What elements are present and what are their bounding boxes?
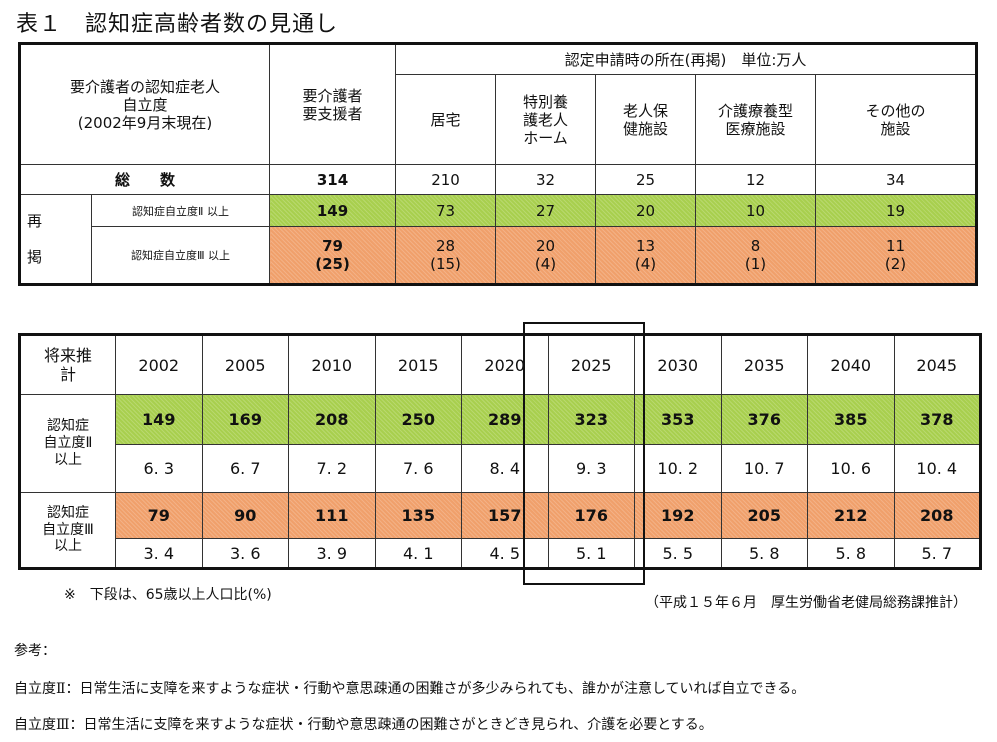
table-cell: 25 [595, 164, 697, 195]
table-cell: 149 [115, 394, 203, 445]
table-cell: 10. 6 [807, 444, 895, 493]
table-cell: 19 [815, 194, 978, 227]
table-cell: 27 [495, 194, 597, 227]
table-cell: 135 [374, 492, 462, 539]
table-cell: 10 [695, 194, 817, 227]
year-cell: 2002 [115, 334, 203, 395]
table-cell: 5. 5 [634, 538, 722, 569]
year-cell: 2045 [893, 334, 981, 395]
table-row: 再 掲 認知症自立度Ⅱ 以上 149 73 27 20 10 19 [19, 194, 978, 285]
table-cell: 210 [395, 164, 497, 195]
table-cell: 3. 9 [288, 538, 376, 569]
table-cell: 250 [374, 394, 462, 445]
table-cell: 208 [288, 394, 376, 445]
table-cell: 3. 4 [115, 538, 203, 569]
table-cell: 176 [547, 492, 635, 539]
footnote-ratio: ※ 下段は、65歳以上人口比(%) [64, 587, 272, 603]
year-cell: 2010 [288, 334, 376, 395]
header-group: 認定申請時の所在(再掲) 単位:万人 [395, 43, 978, 75]
subheader-home: 居宅 [395, 74, 497, 165]
year-cell: 2025 [547, 334, 635, 395]
table-cell: 212 [807, 492, 895, 539]
table-cell: 73 [395, 194, 497, 227]
table-row: 総 数 314 210 32 25 12 34 [18, 164, 978, 195]
table-cell: 208 [893, 492, 981, 539]
table-cell: 289 [461, 394, 549, 445]
table-row: 認知症自立度Ⅲ 以上 79 (25) 28 (15) 20 (4) 13 (4)… [20, 226, 978, 285]
table-row: 認知症 自立度Ⅲ 以上 79 90 111 135 157 176 192 20… [19, 492, 981, 569]
table-cell: 9. 3 [547, 444, 635, 493]
table-cell: 8. 4 [461, 444, 549, 493]
table-cell: 353 [634, 394, 722, 445]
table-cell: 10. 2 [634, 444, 722, 493]
source-note: （平成１５年６月 厚生労働省老健局総務課推計） [645, 595, 967, 611]
table-cell: 149 [269, 194, 397, 227]
subheader-medical-facility: 介護療養型 医療施設 [695, 74, 817, 165]
table-cell: 378 [893, 394, 981, 445]
header-left: 要介護者の認知症老人 自立度 (2002年9月末現在) [18, 43, 271, 165]
table-cell: 79 [115, 492, 203, 539]
table-cell: 28 (15) [395, 226, 497, 285]
row-label: 認知症自立度Ⅱ 以上 [90, 194, 271, 227]
group-label: 再 掲 [19, 194, 92, 285]
table-cell: 7. 2 [288, 444, 376, 493]
table-row: 将来推 計 2002 2005 2010 2015 2020 2025 2030… [19, 334, 981, 395]
table-cell: 376 [720, 394, 808, 445]
table-cell: 32 [495, 164, 597, 195]
year-cell: 2040 [807, 334, 895, 395]
year-cell: 2035 [720, 334, 808, 395]
table-row: 3. 4 3. 6 3. 9 4. 1 4. 5 5. 1 5. 5 5. 8 … [20, 538, 981, 569]
table-cell: 13 (4) [595, 226, 697, 285]
table-cell: 79 (25) [269, 226, 397, 285]
table-cell: 10. 4 [893, 444, 981, 493]
future-projection-table: 将来推 計 2002 2005 2010 2015 2020 2025 2030… [18, 333, 982, 570]
table-cell: 20 [595, 194, 697, 227]
table-cell: 5. 1 [547, 538, 635, 569]
subheader-health-facility: 老人保 健施設 [595, 74, 697, 165]
table-cell: 7. 6 [374, 444, 462, 493]
header-total: 要介護者 要支援者 [269, 43, 397, 165]
table-cell: 169 [201, 394, 289, 445]
table-cell: 20 (4) [495, 226, 597, 285]
table-cell: 6. 3 [115, 444, 203, 493]
year-cell: 2015 [374, 334, 462, 395]
projection-label: 将来推 計 [19, 334, 116, 395]
table-cell: 385 [807, 394, 895, 445]
table-row: 認知症 自立度Ⅱ 以上 149 169 208 250 289 323 353 … [19, 394, 981, 493]
year-cell: 2030 [634, 334, 722, 395]
table-cell: 3. 6 [201, 538, 289, 569]
table-cell: 4. 5 [461, 538, 549, 569]
table-cell: 12 [695, 164, 817, 195]
table-cell: 34 [815, 164, 978, 195]
table-cell: 4. 1 [374, 538, 462, 569]
total-label: 総 数 [18, 164, 271, 195]
row-label: 認知症 自立度Ⅲ 以上 [19, 492, 116, 569]
table-cell: 5. 8 [807, 538, 895, 569]
location-breakdown-table: 要介護者の認知症老人 自立度 (2002年9月末現在) 要介護者 要支援者 認定… [18, 42, 979, 286]
table-cell: 6. 7 [201, 444, 289, 493]
table-cell: 5. 7 [893, 538, 981, 569]
year-cell: 2020 [461, 334, 549, 395]
table-cell: 192 [634, 492, 722, 539]
table-cell: 323 [547, 394, 635, 445]
table-cell: 90 [201, 492, 289, 539]
year-cell: 2005 [201, 334, 289, 395]
table-cell: 10. 7 [720, 444, 808, 493]
page-title: 表１ 認知症高齢者数の見通し [16, 12, 339, 37]
reference-heading: 参考： [14, 643, 56, 659]
subheader-nursing-home: 特別養 護老人 ホーム [495, 74, 597, 165]
table-cell: 5. 8 [720, 538, 808, 569]
table-row: 6. 3 6. 7 7. 2 7. 6 8. 4 9. 3 10. 2 10. … [20, 444, 981, 493]
table-cell: 314 [269, 164, 397, 195]
subheader-other-facility: その他の 施設 [815, 74, 978, 165]
reference-line-1: 自立度Ⅱ：日常生活に支障を来すような症状・行動や意思疎通の困難さが多少みられても… [14, 681, 806, 697]
table-cell: 8 (1) [695, 226, 817, 285]
row-label: 認知症 自立度Ⅱ 以上 [19, 394, 116, 493]
table-cell: 157 [461, 492, 549, 539]
reference-line-2: 自立度Ⅲ：日常生活に支障を来すような症状・行動や意思疎通の困難さがときどき見られ… [14, 717, 713, 733]
row-label: 認知症自立度Ⅲ 以上 [90, 226, 271, 285]
table-cell: 11 (2) [815, 226, 978, 285]
table-cell: 205 [720, 492, 808, 539]
table-cell: 111 [288, 492, 376, 539]
